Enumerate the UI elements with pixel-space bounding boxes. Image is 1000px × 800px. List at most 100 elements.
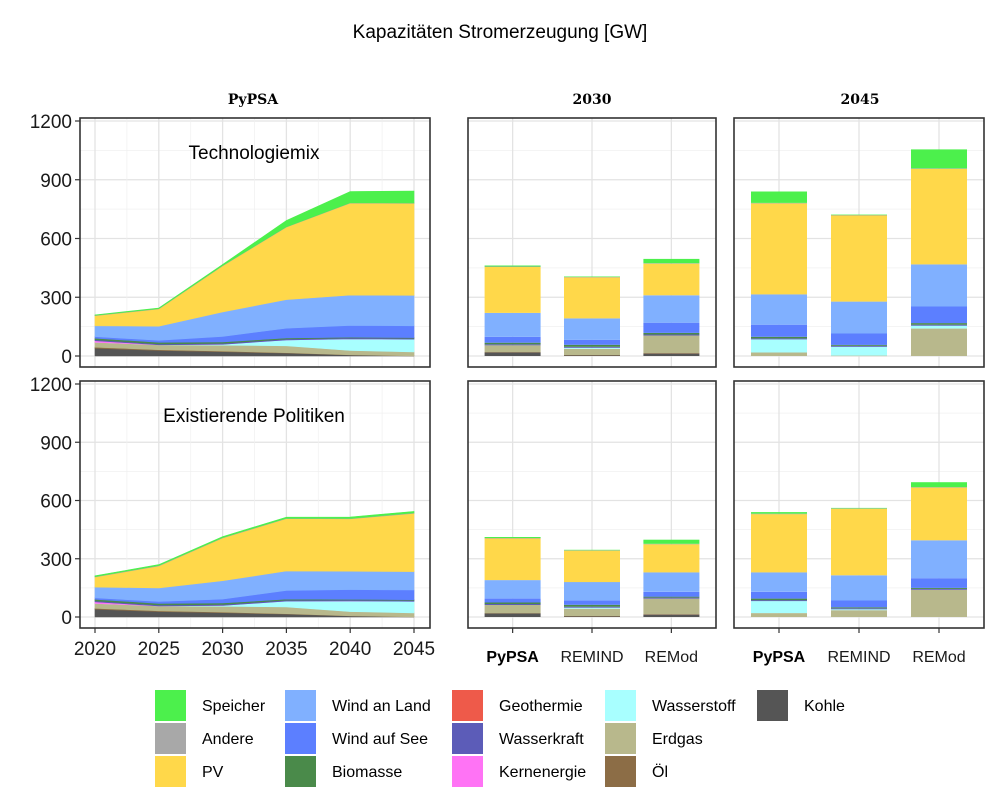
chart-title: Kapazitäten Stromerzeugung [GW] [353,22,648,43]
bar-pol-2030-REMod-erdgas [643,598,700,615]
panel-frame-tech-0 [79,117,431,368]
legend-swatch-speicher [155,690,186,721]
annotation-pol: Existierende Politiken [163,406,345,427]
bar-tech-2030-PyPSA-pv [484,266,541,313]
legend-label-kernenergie: Kernenergie [499,764,586,781]
bar-tech-2030-REMIND-wind_land [564,318,620,340]
bar-tech-2045-REMIND-pv [831,215,887,302]
legend-swatch-wasserstoff [605,690,636,721]
x-tick-label-year: 2030 [201,639,243,660]
y-tick-label: 300 [40,550,72,571]
legend-label-oel: Öl [652,763,668,781]
bar-pol-2030-REMod-pv [643,544,700,573]
x-tick-label-year: 2035 [265,639,307,660]
bar-tech-2030-PyPSA-andere [484,266,541,267]
bar-pol-2030-REMod-andere [643,543,700,545]
legend-swatch-oel [605,756,636,787]
legend-label-andere: Andere [202,731,254,748]
bar-pol-2045-PyPSA-wasserstoff [751,601,807,614]
bar-tech-2030-REMod-speicher [643,258,700,264]
bar-tech-2030-REMIND-wasserstoff [564,347,620,349]
legend-label-biomasse: Biomasse [332,764,402,781]
bar-tech-2045-REMod-speicher [911,149,967,169]
legend-label-wind_land: Wind an Land [332,698,431,715]
bar-tech-2045-REMod-wasserkraft [911,324,967,326]
bar-pol-2045-REMod-wasserkraft [911,588,967,590]
bar-pol-2030-REMIND-andere [564,550,620,551]
bar-pol-2045-PyPSA-wind_land [751,572,807,592]
strip-label-2030: 2030 [573,92,612,108]
y-tick-label: 900 [40,433,72,454]
bar-tech-2030-PyPSA-oel [484,352,541,353]
bar-pol-2045-REMIND-andere [831,508,887,509]
bar-pol-2045-PyPSA-pv [751,514,807,573]
bar-tech-2030-PyPSA-wind_see [484,336,541,343]
bar-pol-2030-REMod-wasserkraft [643,597,700,599]
bar-tech-2030-REMod-erdgas [643,335,700,353]
bar-pol-2045-REMod-erdgas [911,589,967,617]
panel-frame-pol-0 [79,380,431,629]
bar-pol-2045-PyPSA-andere [751,513,807,515]
bar-tech-2045-REMIND-wind_see [831,333,887,345]
bar-tech-2030-REMod-kohle [643,353,700,356]
bar-pol-2030-REMIND-biomasse [564,604,620,607]
bar-pol-2030-REMIND-wind_see [564,600,620,605]
bar-tech-2030-REMIND-oel [564,355,620,356]
bar-tech-2030-REMIND-wind_see [564,339,620,345]
bar-pol-2045-REMIND-wind_see [831,600,887,608]
bar-tech-2030-PyPSA-erdgas [484,345,541,353]
bar-tech-2030-REMod-biomasse [643,332,700,335]
bar-pol-2030-REMod-kohle [643,614,700,617]
annotation-tech: Technologiemix [189,143,320,164]
legend-label-wasserkraft: Wasserkraft [499,731,584,748]
bar-tech-2045-PyPSA-wasserkraft [751,338,807,340]
panel-frame-tech-1 [467,117,717,368]
bar-tech-2045-PyPSA-pv [751,203,807,295]
legend: Speicher Andere PV Wind an Land Wind auf See… [155,690,845,787]
bar-pol-2030-REMIND-oel [564,616,620,617]
bar-tech-2045-PyPSA-wind_see [751,324,807,337]
bar-tech-2045-REMod-wind_land [911,264,967,307]
legend-label-pv: PV [202,764,224,781]
bar-tech-2030-REMod-wasserkraft [643,334,700,336]
bar-pol-2030-REMIND-wind_land [564,582,620,601]
bar-tech-2045-PyPSA-speicher [751,191,807,203]
y-tick-label: 0 [61,608,72,629]
bar-pol-2045-REMod-wind_land [911,540,967,579]
bar-pol-2045-REMIND-wasserkraft [831,608,887,610]
bar-tech-2045-REMIND-wind_land [831,301,887,334]
y-tick-label: 600 [40,492,72,513]
bar-tech-2045-REMod-pv [911,168,967,265]
bar-tech-2030-REMod-andere [643,263,700,264]
legend-label-erdgas: Erdgas [652,731,703,748]
bar-tech-2045-REMod-andere [911,168,967,169]
bar-tech-2030-PyPSA-biomasse [484,342,541,345]
y-tick-label: 300 [40,288,72,309]
bar-pol-2030-PyPSA-wasserkraft [484,604,541,605]
bar-pol-2045-REMIND-biomasse [831,607,887,609]
bar-tech-2030-REMod-wind_see [643,322,700,333]
y-tick-label: 900 [40,171,72,192]
bar-pol-2030-REMIND-pv [564,550,620,583]
bar-pol-2045-REMod-biomasse [911,587,967,589]
bar-pol-2030-REMIND-wasserstoff [564,607,620,609]
bar-tech-2045-PyPSA-biomasse [751,336,807,339]
bar-tech-2030-PyPSA-kohle [484,352,541,356]
x-tick-label-year: 2020 [74,639,116,660]
bar-pol-2045-REMIND-speicher [831,507,887,509]
bar-pol-2030-PyPSA-erdgas [484,605,541,614]
bar-pol-2030-PyPSA-wind_land [484,580,541,599]
legend-swatch-andere [155,723,186,754]
bar-tech-2045-PyPSA-wasserstoff [751,339,807,353]
legend-swatch-kohle [757,690,788,721]
panel-frame-tech-2 [733,117,985,368]
bar-pol-2045-PyPSA-wasserkraft [751,600,807,602]
bar-tech-2030-REMod-wind_land [643,295,700,323]
bar-tech-2045-REMIND-andere [831,215,887,216]
strip-label-2045: 2045 [841,92,880,108]
bar-pol-2030-REMod-speicher [643,539,700,544]
legend-swatch-wind_land [285,690,316,721]
bar-pol-2030-REMod-biomasse [643,596,700,598]
x-tick-label-year: 2040 [329,639,371,660]
